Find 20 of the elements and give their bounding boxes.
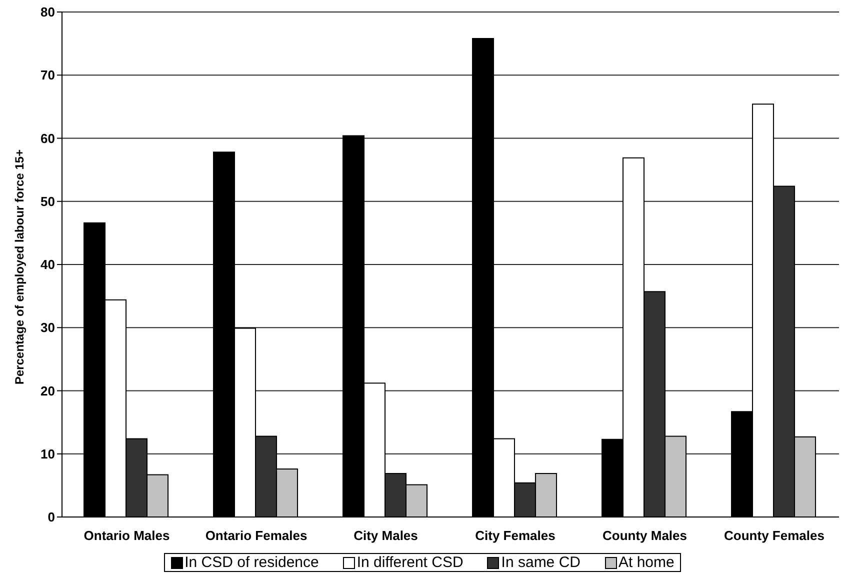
- legend-label: In CSD of residence: [184, 554, 319, 571]
- y-tick-label: 10: [40, 446, 55, 462]
- y-tick-label: 20: [40, 383, 55, 398]
- y-tick-label: 70: [40, 68, 55, 83]
- x-tick-label: Ontario Males: [84, 528, 170, 544]
- y-tick-label: 40: [40, 257, 55, 272]
- x-tick-label: County Females: [724, 528, 824, 544]
- x-tick-label: City Males: [354, 528, 418, 544]
- y-tick-label: 0: [48, 510, 55, 525]
- legend-label: In same CD: [500, 554, 580, 571]
- y-tick-label: 30: [40, 320, 55, 336]
- x-tick-label: County Males: [602, 528, 688, 544]
- x-tick-label: City Females: [475, 528, 556, 544]
- y-tick-label: 80: [40, 4, 55, 20]
- y-axis-title: Percentage of employed labour force 15+: [12, 149, 26, 384]
- legend-label: In different CSD: [356, 554, 464, 571]
- y-tick-label: 50: [40, 194, 55, 209]
- x-tick-label: Ontario Females: [205, 528, 308, 544]
- y-tick-label: 60: [40, 130, 55, 146]
- legend-label: At home: [618, 554, 674, 571]
